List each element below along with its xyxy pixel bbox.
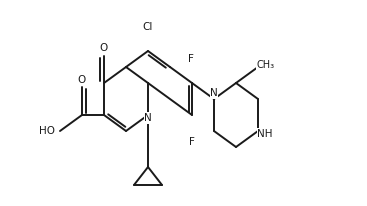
Text: HO: HO: [39, 126, 55, 136]
Text: N: N: [210, 88, 218, 98]
Text: F: F: [189, 137, 195, 147]
Text: O: O: [100, 43, 108, 53]
Text: CH₃: CH₃: [257, 60, 275, 70]
Text: N: N: [144, 113, 152, 123]
Text: F: F: [188, 54, 194, 64]
Text: O: O: [78, 75, 86, 85]
Text: Cl: Cl: [143, 22, 153, 32]
Text: NH: NH: [257, 129, 273, 139]
